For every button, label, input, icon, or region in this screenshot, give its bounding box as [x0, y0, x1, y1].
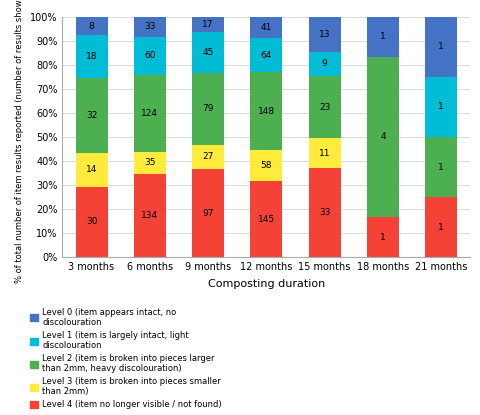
Text: 148: 148 [258, 107, 275, 116]
Text: 13: 13 [319, 30, 330, 39]
Bar [75, 186, 108, 257]
Bar [425, 137, 457, 197]
Y-axis label: % of total number of item results reported (number of results shown): % of total number of item results report… [15, 0, 24, 283]
Bar [251, 72, 282, 150]
Bar [425, 77, 457, 137]
Bar [192, 145, 224, 169]
Text: 60: 60 [144, 51, 156, 61]
Text: 9: 9 [322, 59, 327, 68]
Bar [425, 17, 457, 77]
Legend: Level 0 (item appears intact, no
discolouration, Level 1 (item is largely intact: Level 0 (item appears intact, no discolo… [28, 306, 224, 411]
Text: 30: 30 [86, 217, 97, 227]
Text: 58: 58 [261, 161, 272, 170]
Bar [134, 152, 166, 174]
Bar [75, 78, 108, 154]
Text: 32: 32 [86, 111, 97, 120]
Text: 41: 41 [261, 23, 272, 32]
Bar [134, 37, 166, 75]
Text: 1: 1 [438, 163, 444, 171]
Bar [251, 181, 282, 257]
Bar [367, 217, 399, 257]
Text: 33: 33 [319, 208, 330, 217]
Bar [75, 17, 108, 35]
Text: 23: 23 [319, 103, 330, 112]
Bar [134, 17, 166, 37]
Text: 33: 33 [144, 22, 156, 32]
Text: 11: 11 [319, 149, 330, 158]
Bar [367, 57, 399, 217]
Text: 1: 1 [380, 32, 386, 41]
Text: 64: 64 [261, 51, 272, 60]
Text: 97: 97 [203, 209, 214, 218]
Bar [367, 17, 399, 57]
Text: 4: 4 [380, 132, 386, 142]
Text: 1: 1 [438, 223, 444, 232]
Text: 145: 145 [258, 215, 275, 224]
Bar [192, 73, 224, 145]
Bar [75, 35, 108, 78]
Bar [134, 174, 166, 257]
Bar [251, 17, 282, 38]
Bar [425, 197, 457, 257]
Bar [309, 168, 341, 257]
Text: 124: 124 [141, 109, 158, 118]
Bar [309, 17, 341, 52]
Text: 45: 45 [203, 48, 214, 57]
Text: 1: 1 [438, 103, 444, 111]
Bar [192, 17, 224, 32]
Text: 79: 79 [203, 104, 214, 113]
Bar [309, 52, 341, 76]
Bar [251, 150, 282, 181]
Bar [192, 32, 224, 73]
Bar [134, 75, 166, 152]
Text: 17: 17 [203, 20, 214, 29]
Bar [192, 169, 224, 257]
Text: 1: 1 [438, 42, 444, 51]
Text: 14: 14 [86, 166, 97, 174]
Text: 35: 35 [144, 159, 156, 167]
X-axis label: Composting duration: Composting duration [208, 279, 325, 289]
Text: 1: 1 [380, 233, 386, 242]
Bar [75, 154, 108, 186]
Text: 27: 27 [203, 152, 214, 161]
Bar [251, 38, 282, 72]
Text: 134: 134 [141, 211, 158, 220]
Text: 8: 8 [89, 22, 95, 31]
Bar [309, 76, 341, 138]
Bar [309, 138, 341, 168]
Text: 18: 18 [86, 52, 97, 61]
